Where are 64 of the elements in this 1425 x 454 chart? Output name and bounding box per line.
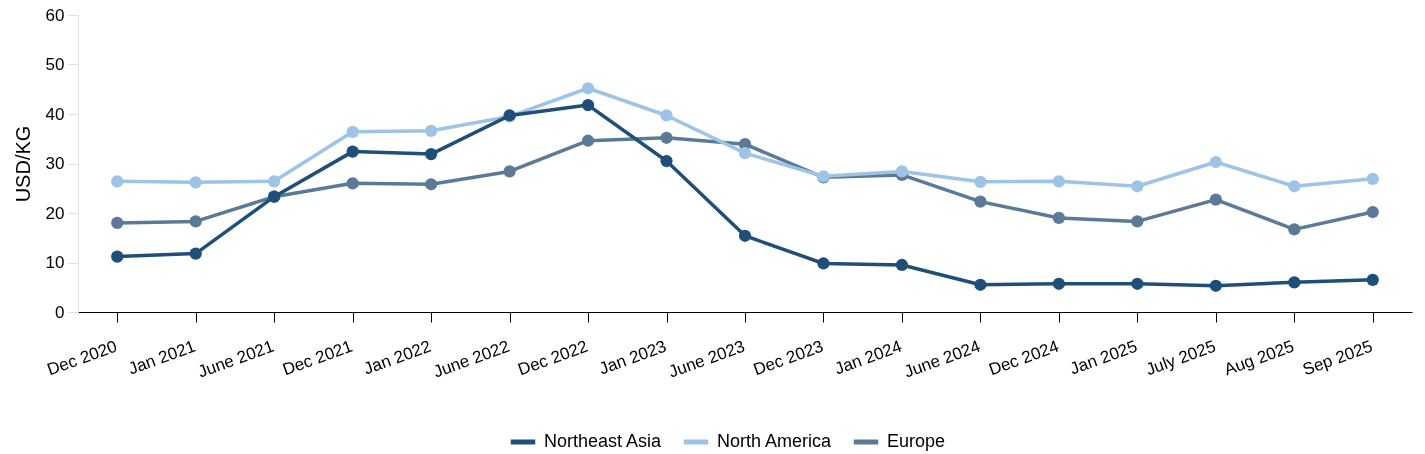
x-tick-label: Dec 2021	[280, 336, 355, 380]
point	[738, 146, 752, 160]
point	[974, 175, 987, 188]
point	[974, 195, 987, 208]
point	[189, 247, 202, 260]
point	[1366, 172, 1379, 185]
point	[660, 154, 673, 168]
x-tick-label: Jan 2025	[1067, 336, 1140, 379]
x-tick-label: Dec 2024	[986, 336, 1062, 380]
point	[1131, 215, 1144, 228]
y-tick-label: 60	[45, 5, 65, 25]
legend-label: North America	[717, 431, 833, 451]
point	[346, 125, 359, 138]
point	[895, 258, 909, 272]
y-tick-label: 10	[45, 253, 65, 272]
point	[111, 250, 124, 263]
point	[111, 216, 124, 230]
legend-label: Northeast Asia	[544, 431, 663, 451]
legend-label: Europe	[887, 431, 946, 451]
point	[1209, 193, 1222, 206]
x-tick-label: Aug 2025	[1221, 336, 1297, 380]
point	[1209, 279, 1222, 292]
point	[503, 165, 516, 178]
point	[581, 82, 595, 95]
y-tick-label: 0	[55, 302, 65, 322]
point	[1288, 180, 1301, 193]
point	[581, 98, 595, 112]
point	[1366, 205, 1379, 219]
point	[268, 175, 281, 188]
point	[581, 134, 595, 147]
point	[346, 145, 359, 158]
point	[111, 175, 124, 188]
point	[1131, 180, 1144, 193]
point	[424, 147, 438, 161]
point	[1052, 175, 1066, 188]
x-tick-label: Dec 2023	[750, 336, 826, 380]
point	[1366, 273, 1379, 286]
point	[660, 109, 673, 122]
point	[189, 215, 202, 228]
point	[974, 278, 987, 291]
y-tick-label: 40	[45, 104, 65, 124]
x-tick-label: Dec 2022	[515, 336, 591, 380]
point	[817, 257, 830, 270]
point	[1209, 155, 1222, 169]
x-tick-label: July 2025	[1143, 336, 1219, 380]
point	[1288, 223, 1301, 236]
x-tick-label: June 2023	[666, 336, 748, 382]
point	[189, 176, 202, 189]
y-tick-label: 50	[45, 55, 65, 74]
point	[424, 178, 438, 191]
point	[1052, 211, 1066, 225]
point	[346, 177, 359, 190]
point	[1288, 276, 1301, 289]
y-axis-title: USD/KG	[11, 125, 34, 203]
point	[660, 131, 673, 144]
y-tick-label: 20	[45, 203, 65, 223]
point	[1131, 277, 1144, 290]
x-tick-label: Sep 2025	[1300, 336, 1376, 380]
x-tick-label: Dec 2020	[44, 336, 120, 380]
y-tick-label: 30	[45, 154, 65, 173]
point	[424, 124, 438, 137]
point	[738, 229, 752, 242]
point	[1052, 277, 1066, 290]
x-tick-label: Jan 2023	[596, 336, 669, 379]
